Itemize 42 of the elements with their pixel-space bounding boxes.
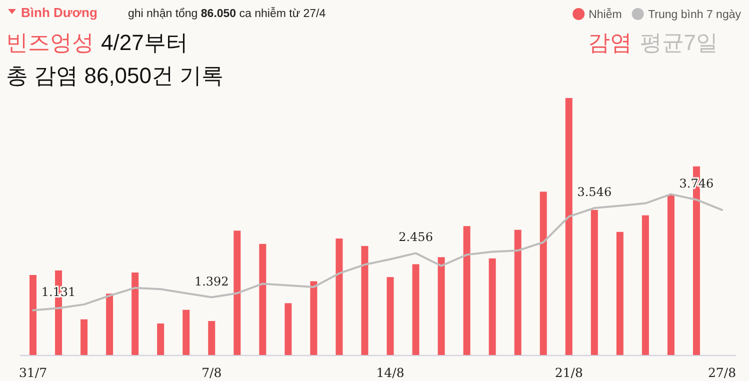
bar [208, 321, 216, 355]
bar [234, 230, 241, 355]
bar [412, 264, 420, 355]
data-label: 3.546 [577, 185, 612, 200]
bar [642, 215, 649, 355]
text: 4/27부터 [101, 30, 188, 55]
x-tick-label: 27/8 [708, 365, 736, 380]
bar [284, 303, 292, 355]
bar [565, 98, 572, 355]
bar [438, 257, 445, 355]
chart-subtitle: ghi nhận tổng 86.050 ca nhiễm từ 27/4 [128, 7, 326, 20]
chart-title: Bình Dương [21, 5, 98, 20]
legend-label: Nhiễm [588, 8, 622, 21]
bar [259, 244, 266, 355]
x-tick-label: 14/8 [376, 365, 404, 380]
bar [386, 277, 394, 355]
legend-label: Trung bình 7 ngày [648, 9, 742, 21]
x-tick-label: 7/8 [202, 365, 222, 380]
text: 평균7일 [640, 30, 718, 55]
x-tick-label: 31/7 [18, 365, 48, 380]
bar [182, 310, 190, 355]
bar [106, 294, 114, 355]
text: 감염 [588, 30, 632, 55]
bar [514, 230, 522, 355]
text: 총 감염 86,050건 기록 [6, 63, 224, 88]
bar [590, 210, 598, 355]
bar [80, 319, 88, 355]
bar [667, 194, 674, 355]
bar [540, 192, 547, 355]
bar [310, 281, 318, 355]
bar [488, 258, 496, 355]
bar [157, 323, 164, 355]
bar [616, 232, 624, 355]
bar [30, 275, 36, 355]
bar [361, 246, 368, 355]
data-label: 1.392 [194, 274, 229, 288]
x-tick-label: 21/8 [554, 365, 583, 380]
data-label: 2.456 [398, 230, 433, 244]
bar [463, 226, 470, 355]
bar [336, 238, 343, 355]
text: 빈즈엉성 [6, 30, 94, 55]
bar [132, 272, 139, 355]
